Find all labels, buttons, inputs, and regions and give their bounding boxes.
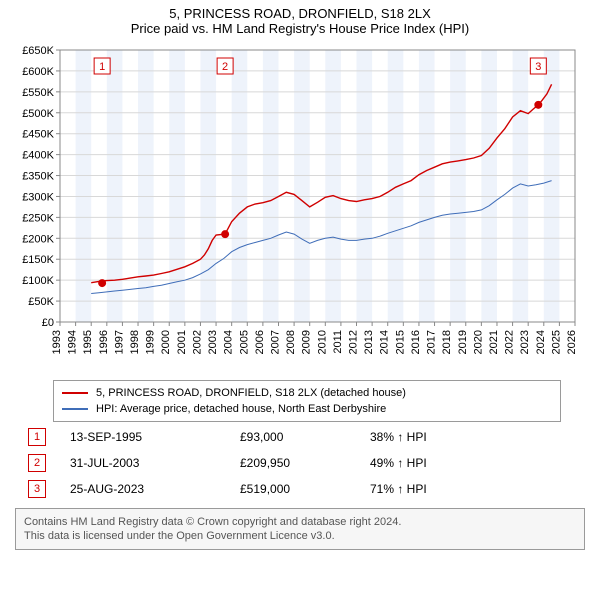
sale-markers-table: 1 13-SEP-1995 £93,000 38% ↑ HPI 2 31-JUL… bbox=[28, 424, 568, 502]
title-block: 5, PRINCESS ROAD, DRONFIELD, S18 2LX Pri… bbox=[0, 0, 600, 36]
legend: 5, PRINCESS ROAD, DRONFIELD, S18 2LX (de… bbox=[53, 380, 561, 422]
svg-text:£450K: £450K bbox=[22, 129, 54, 141]
table-row: 2 31-JUL-2003 £209,950 49% ↑ HPI bbox=[28, 450, 568, 476]
svg-text:2018: 2018 bbox=[441, 330, 453, 354]
svg-text:2015: 2015 bbox=[394, 330, 406, 354]
svg-text:£300K: £300K bbox=[22, 191, 54, 203]
svg-text:2017: 2017 bbox=[426, 330, 438, 354]
marker-date: 25-AUG-2023 bbox=[70, 482, 240, 496]
marker-badge: 3 bbox=[28, 480, 46, 498]
svg-text:2019: 2019 bbox=[457, 330, 469, 354]
svg-text:£400K: £400K bbox=[22, 150, 54, 162]
title-subtitle: Price paid vs. HM Land Registry's House … bbox=[0, 21, 600, 36]
svg-text:1998: 1998 bbox=[129, 330, 141, 354]
svg-text:£500K: £500K bbox=[22, 108, 54, 120]
legend-label: 5, PRINCESS ROAD, DRONFIELD, S18 2LX (de… bbox=[96, 385, 406, 401]
svg-text:1993: 1993 bbox=[51, 330, 63, 354]
marker-price: £209,950 bbox=[240, 456, 370, 470]
legend-swatch bbox=[62, 408, 88, 410]
page-root: 5, PRINCESS ROAD, DRONFIELD, S18 2LX Pri… bbox=[0, 0, 600, 590]
legend-label: HPI: Average price, detached house, Nort… bbox=[96, 401, 386, 417]
footer-line: This data is licensed under the Open Gov… bbox=[24, 529, 576, 543]
svg-text:2007: 2007 bbox=[269, 330, 281, 354]
svg-text:2005: 2005 bbox=[238, 330, 250, 354]
legend-item: HPI: Average price, detached house, Nort… bbox=[62, 401, 552, 417]
svg-text:2011: 2011 bbox=[332, 330, 344, 354]
svg-text:2008: 2008 bbox=[285, 330, 297, 354]
svg-text:2000: 2000 bbox=[160, 330, 172, 354]
table-row: 3 25-AUG-2023 £519,000 71% ↑ HPI bbox=[28, 476, 568, 502]
svg-text:£200K: £200K bbox=[22, 233, 54, 245]
svg-text:1994: 1994 bbox=[67, 330, 79, 354]
title-address: 5, PRINCESS ROAD, DRONFIELD, S18 2LX bbox=[0, 6, 600, 21]
svg-text:2013: 2013 bbox=[363, 330, 375, 354]
svg-text:2012: 2012 bbox=[348, 330, 360, 354]
marker-pct: 38% ↑ HPI bbox=[370, 430, 427, 444]
marker-date: 31-JUL-2003 bbox=[70, 456, 240, 470]
svg-text:£100K: £100K bbox=[22, 275, 54, 287]
svg-text:2009: 2009 bbox=[301, 330, 313, 354]
svg-text:3: 3 bbox=[535, 61, 541, 73]
chart-container: £0 £50K £100K £150K £200K £250K £300K £350K £400… bbox=[15, 44, 585, 374]
svg-text:£50K: £50K bbox=[28, 296, 54, 308]
marker-pct: 49% ↑ HPI bbox=[370, 456, 427, 470]
svg-text:2006: 2006 bbox=[254, 330, 266, 354]
svg-text:2024: 2024 bbox=[535, 330, 547, 354]
svg-text:2002: 2002 bbox=[191, 330, 203, 354]
svg-text:2004: 2004 bbox=[223, 330, 235, 354]
marker-pct: 71% ↑ HPI bbox=[370, 482, 427, 496]
marker-date: 13-SEP-1995 bbox=[70, 430, 240, 444]
legend-item: 5, PRINCESS ROAD, DRONFIELD, S18 2LX (de… bbox=[62, 385, 552, 401]
svg-text:2003: 2003 bbox=[207, 330, 219, 354]
svg-text:1996: 1996 bbox=[98, 330, 110, 354]
svg-text:2023: 2023 bbox=[519, 330, 531, 354]
svg-text:2001: 2001 bbox=[176, 330, 188, 354]
svg-text:2: 2 bbox=[222, 61, 228, 73]
attribution-footer: Contains HM Land Registry data © Crown c… bbox=[15, 508, 585, 550]
table-row: 1 13-SEP-1995 £93,000 38% ↑ HPI bbox=[28, 424, 568, 450]
marker-badge: 1 bbox=[28, 428, 46, 446]
marker-badge: 2 bbox=[28, 454, 46, 472]
svg-text:2010: 2010 bbox=[316, 330, 328, 354]
svg-text:2014: 2014 bbox=[379, 330, 391, 354]
svg-text:1997: 1997 bbox=[113, 330, 125, 354]
marker-price: £519,000 bbox=[240, 482, 370, 496]
svg-text:2020: 2020 bbox=[472, 330, 484, 354]
svg-text:£250K: £250K bbox=[22, 212, 54, 224]
legend-swatch bbox=[62, 392, 88, 394]
marker-price: £93,000 bbox=[240, 430, 370, 444]
svg-text:2026: 2026 bbox=[566, 330, 578, 354]
svg-text:2021: 2021 bbox=[488, 330, 500, 354]
svg-text:£550K: £550K bbox=[22, 87, 54, 99]
price-chart: £0 £50K £100K £150K £200K £250K £300K £350K £400… bbox=[15, 44, 585, 374]
svg-text:£350K: £350K bbox=[22, 171, 54, 183]
footer-line: Contains HM Land Registry data © Crown c… bbox=[24, 515, 576, 529]
svg-text:£600K: £600K bbox=[22, 66, 54, 78]
svg-text:1995: 1995 bbox=[82, 330, 94, 354]
svg-text:2016: 2016 bbox=[410, 330, 422, 354]
svg-text:2025: 2025 bbox=[550, 330, 562, 354]
svg-text:1: 1 bbox=[99, 61, 105, 73]
svg-text:£0: £0 bbox=[42, 317, 54, 329]
svg-text:£150K: £150K bbox=[22, 254, 54, 266]
svg-text:2022: 2022 bbox=[504, 330, 516, 354]
svg-text:£650K: £650K bbox=[22, 45, 54, 57]
svg-text:1999: 1999 bbox=[145, 330, 157, 354]
